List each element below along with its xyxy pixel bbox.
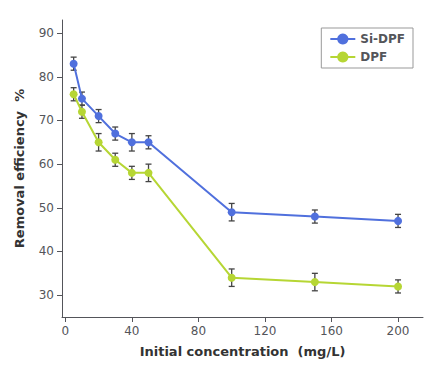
svg-text:70: 70 <box>39 113 54 127</box>
svg-text:40: 40 <box>124 324 139 338</box>
svg-text:80: 80 <box>39 70 54 84</box>
svg-text:60: 60 <box>39 157 54 171</box>
svg-text:Si-DPF: Si-DPF <box>360 32 405 46</box>
svg-text:Initial concentration (mg/L): Initial concentration (mg/L) <box>140 344 346 359</box>
svg-text:120: 120 <box>254 324 277 338</box>
svg-text:Removal efficiency %: Removal efficiency % <box>12 89 27 248</box>
svg-text:80: 80 <box>191 324 206 338</box>
svg-text:160: 160 <box>320 324 343 338</box>
svg-text:30: 30 <box>39 288 54 302</box>
svg-text:40: 40 <box>39 244 54 258</box>
svg-text:90: 90 <box>39 26 54 40</box>
svg-text:200: 200 <box>387 324 410 338</box>
svg-text:0: 0 <box>62 324 70 338</box>
svg-text:50: 50 <box>39 201 54 215</box>
svg-text:DPF: DPF <box>360 50 387 64</box>
